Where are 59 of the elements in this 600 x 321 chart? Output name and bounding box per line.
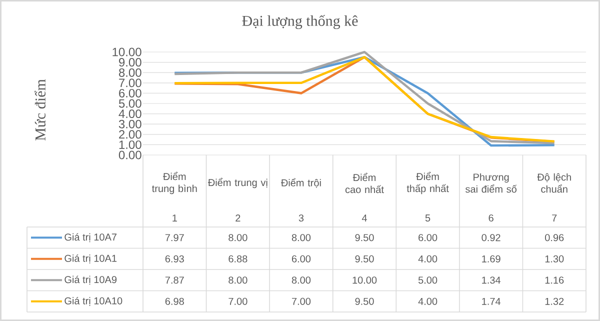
- y-tick-label: 8.00: [118, 68, 142, 77]
- data-label: 8.00: [228, 276, 248, 284]
- y-tick-label: 6.00: [119, 88, 142, 98]
- y-tick-label: 7.00: [119, 78, 142, 88]
- y-tick-label: 3.00: [118, 120, 142, 128]
- data-label: 7.97: [165, 234, 184, 242]
- data-label: 1.32: [545, 298, 564, 305]
- data-label: 6.00: [292, 255, 311, 262]
- data-label: 7.00: [292, 298, 311, 305]
- data-label: 4.00: [418, 298, 438, 305]
- data-label: 8.00: [292, 276, 311, 284]
- x-tick-label: Độ lệch chuẩn: [537, 173, 571, 193]
- x-tick-label: Điểm trội: [280, 178, 321, 188]
- legend-label: Giá trị 10A10: [64, 296, 122, 306]
- x-tick-label: Điểm trung vị: [208, 178, 268, 188]
- y-tick-label: 10.00: [112, 48, 142, 56]
- x-tick-label: Phương sai điểm số: [466, 173, 517, 193]
- y-tick-label: 4.00: [118, 110, 142, 118]
- text: 6: [488, 214, 494, 222]
- x-tick-label: Điểm trung bình: [152, 172, 197, 194]
- y-tick-label: 2.00: [119, 130, 142, 139]
- text: 3: [298, 214, 304, 222]
- data-label: 9.50: [355, 255, 374, 262]
- text: 7: [552, 214, 557, 222]
- y-tick-label: 5.00: [118, 99, 142, 108]
- data-label: 10.00: [352, 276, 377, 284]
- chart-title: Đại lượng thống kê: [242, 14, 358, 30]
- data-label: 8.00: [292, 234, 311, 242]
- data-label: 4.00: [418, 255, 438, 262]
- x-tick-label: Điểm cao nhất: [345, 172, 384, 194]
- data-label: 1.30: [545, 255, 564, 262]
- legend-label: Giá trị 10A9: [64, 276, 117, 285]
- data-label: 5.00: [418, 276, 438, 284]
- data-label: 1.74: [482, 298, 501, 305]
- x-tick-label: Điểm thấp nhất: [406, 172, 449, 194]
- data-label: 9.50: [355, 298, 374, 305]
- text: 1: [172, 214, 177, 222]
- data-label: 1.34: [482, 276, 501, 284]
- data-label: 6.98: [165, 298, 184, 305]
- legend-label: Giá trị 10A7: [64, 233, 116, 242]
- data-label: 7.87: [165, 276, 184, 284]
- legend-label: Giá trị 10A1: [64, 254, 117, 264]
- data-label: 6.00: [418, 234, 438, 242]
- text: 2: [236, 214, 240, 222]
- data-label: 0.96: [545, 234, 564, 242]
- y-tick-label: 0.00: [118, 150, 142, 160]
- y-tick-label: 1.00: [119, 140, 142, 149]
- data-label: 8.00: [228, 234, 248, 242]
- data-label: 7.00: [228, 298, 248, 305]
- data-label: 6.93: [165, 255, 184, 262]
- text: 5: [425, 214, 430, 222]
- data-label: 0.92: [482, 234, 500, 242]
- y-axis-title: Mức điểm: [34, 79, 46, 140]
- data-label: 1.16: [545, 276, 564, 284]
- y-tick-label: 9.00: [119, 58, 142, 67]
- data-label: 9.50: [355, 234, 374, 242]
- text: 4: [362, 214, 367, 222]
- data-label: 1.69: [482, 255, 500, 262]
- data-label: 6.88: [228, 255, 248, 262]
